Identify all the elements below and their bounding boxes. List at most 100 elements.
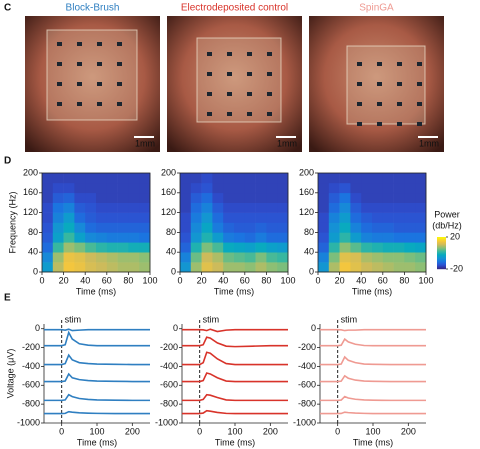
heatmap-cell — [350, 202, 362, 213]
heatmap-cell — [223, 212, 235, 223]
heatmap-cell — [328, 212, 340, 223]
heatmap-cell — [117, 182, 129, 194]
heatmap-cell — [277, 262, 289, 273]
heatmap-cell — [180, 222, 192, 233]
heatmap-cell — [201, 222, 213, 233]
heatmap-cell — [212, 202, 224, 213]
heatmap-cell — [361, 232, 373, 243]
colorbar-title: Power — [434, 209, 460, 219]
heatmap-cell — [277, 182, 289, 194]
heatmap-cell — [96, 232, 108, 243]
heatmap-cell — [372, 182, 384, 194]
heatmap-cell — [244, 242, 256, 253]
heatmap-cell — [106, 252, 118, 263]
heatmap-cell — [223, 242, 235, 253]
x-tick-label: 0 — [39, 275, 44, 285]
heatmap-cell — [318, 242, 330, 253]
heatmap-cell — [223, 192, 235, 203]
heatmap-cell — [106, 232, 118, 243]
x-tick-label: 200 — [263, 426, 278, 436]
heatmap-cell — [96, 173, 108, 184]
electrode — [247, 72, 252, 76]
heatmap-cell — [212, 182, 224, 194]
heatmap-cell — [201, 232, 213, 243]
heatmap-cell — [382, 222, 394, 233]
heatmap-cell — [223, 173, 235, 184]
heatmap-cell — [52, 212, 64, 223]
heatmap-cell — [318, 222, 330, 233]
x-axis-label: Time (ms) — [352, 286, 392, 296]
heatmap-cell — [85, 242, 97, 253]
y-tick-label: 120 — [23, 207, 38, 217]
heatmap-cell — [139, 232, 151, 243]
x-tick-label: 80 — [399, 275, 409, 285]
heatmap-cell — [52, 262, 64, 273]
electrode — [207, 112, 212, 116]
y-tick-label: -400 — [298, 361, 316, 371]
y-tick-label: 0 — [311, 323, 316, 333]
heatmap-cell — [277, 222, 289, 233]
y-tick-label: 40 — [28, 247, 38, 257]
heatmap-cell — [382, 242, 394, 253]
x-tick-label: 40 — [356, 275, 366, 285]
y-tick-label: 0 — [33, 266, 38, 276]
heatmap-cell — [180, 182, 192, 194]
heatmap-cell — [74, 212, 86, 223]
heatmap-cell — [96, 242, 108, 253]
heatmap-cell — [266, 182, 278, 194]
array-outline — [196, 37, 282, 123]
heatmap-cell — [393, 232, 405, 243]
electrode — [77, 82, 82, 86]
heatmap-cell — [393, 222, 405, 233]
scale-bar-label: 1mm — [419, 138, 439, 148]
colorbar-segment — [437, 247, 446, 249]
plot-frame — [317, 172, 427, 273]
heatmap-cell — [74, 242, 86, 253]
heatmap-cell — [255, 182, 267, 194]
heatmap-cell — [96, 202, 108, 213]
trace — [320, 411, 426, 415]
heatmap-cell — [117, 252, 129, 263]
x-tick-label: 60 — [102, 275, 112, 285]
heatmap-cell — [255, 212, 267, 223]
heatmap-cell — [52, 173, 64, 184]
heatmap-cell — [85, 192, 97, 203]
heatmap-cell — [339, 212, 351, 223]
colorbar-segment — [437, 237, 446, 239]
y-tick-label: 80 — [28, 227, 38, 237]
heatmap-cell — [63, 252, 75, 263]
heatmap-cell — [415, 232, 427, 243]
y-tick-label: 200 — [23, 167, 38, 177]
colorbar-segment — [437, 251, 446, 253]
heatmap-cell — [234, 242, 246, 253]
x-axis-label: Time (ms) — [76, 286, 116, 296]
heatmap-cell — [350, 232, 362, 243]
heatmap-cell — [180, 173, 192, 184]
heatmap-cell — [74, 252, 86, 263]
y-tick-label: 80 — [166, 227, 176, 237]
x-tick-label: 0 — [315, 275, 320, 285]
colorbar-segment — [437, 256, 446, 258]
x-tick-label: 100 — [89, 426, 104, 436]
trace — [320, 355, 426, 366]
y-tick-label: 200 — [161, 167, 176, 177]
y-tick-label: 160 — [23, 187, 38, 197]
heatmap-cell — [190, 242, 202, 253]
x-tick-label: 100 — [227, 426, 242, 436]
colorbar-segment — [437, 262, 446, 264]
electrode — [207, 92, 212, 96]
electrode — [377, 122, 382, 126]
heatmap-cell — [52, 242, 64, 253]
heatmap-cell — [350, 192, 362, 203]
heatmap-cell — [201, 182, 213, 194]
y-tick-label: -600 — [22, 380, 40, 390]
heatmap-cell — [255, 192, 267, 203]
trace — [320, 328, 426, 332]
trace — [182, 409, 288, 415]
heatmap-cell — [382, 173, 394, 184]
heatmap-cell — [96, 252, 108, 263]
heatmap-cell — [404, 182, 416, 194]
colorbar-segment — [437, 258, 446, 260]
x-tick-label: 0 — [197, 426, 202, 436]
heatmap-cell — [190, 173, 202, 184]
